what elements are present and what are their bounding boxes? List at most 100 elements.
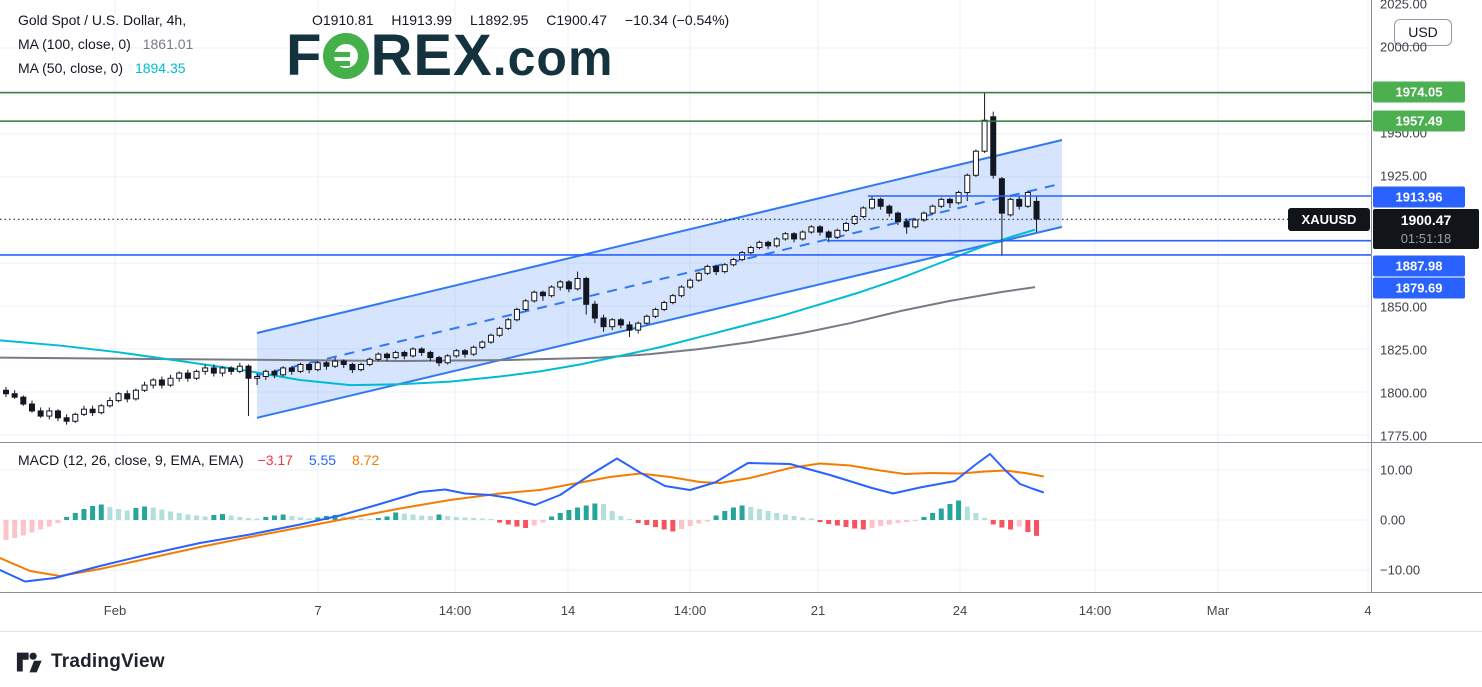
macd-histogram-bar: [514, 520, 520, 527]
macd-histogram-bar: [921, 517, 927, 520]
candle-up: [522, 300, 529, 310]
candle-up: [851, 216, 858, 224]
candle-down: [946, 198, 953, 204]
candle-down: [63, 417, 70, 422]
macd-histogram-bar: [263, 517, 269, 520]
blue-price-level-label: 1887.98: [1373, 255, 1465, 277]
candle-up: [661, 302, 668, 310]
candle-down: [349, 363, 356, 371]
candle-up: [548, 286, 555, 297]
candle-down: [210, 367, 217, 374]
price-tick-label: 1825.00: [1380, 342, 1427, 358]
ma50-legend-row[interactable]: MA (50, close, 0) 1894.35: [18, 56, 743, 80]
candle-down: [1033, 200, 1040, 220]
candle-up: [678, 286, 685, 297]
time-tick-label: Mar: [1206, 603, 1230, 618]
time-axis[interactable]: Feb 7 14:00 14 14:00 21 24 14:00 Mar 4: [0, 593, 1482, 631]
macd-histogram-bar: [410, 514, 416, 520]
candle-down: [384, 353, 391, 359]
macd-histogram-bar: [1034, 520, 1040, 536]
macd-histogram-bar: [384, 516, 390, 520]
ma100-line[interactable]: [0, 286, 1036, 363]
time-tick-label: Feb: [103, 603, 127, 618]
macd-histogram-bar: [419, 515, 425, 520]
candle-up: [487, 334, 494, 343]
candle-down: [184, 372, 191, 379]
candle-up: [132, 389, 139, 400]
candle-up: [834, 229, 841, 238]
candle-up: [920, 212, 927, 221]
candle-down: [591, 303, 598, 319]
candle-down: [565, 281, 572, 290]
macd-histogram-bar: [653, 520, 658, 527]
candle-down: [825, 231, 832, 238]
chart-canvas[interactable]: [0, 0, 1482, 631]
price-tick-label: 2025.00: [1380, 0, 1427, 12]
tradingview-logo[interactable]: TradingView: [16, 648, 165, 676]
channel-mid-line[interactable]: [256, 182, 1063, 377]
price-tick-label: 10.00: [1380, 462, 1413, 478]
watermark-dotcom: .com: [492, 30, 614, 86]
candle-down: [877, 198, 884, 207]
macd-histogram-bar: [627, 519, 633, 520]
parallel-channel-fill[interactable]: [257, 140, 1062, 418]
candle-up: [704, 265, 711, 274]
ma100-legend-row[interactable]: MA (100, close, 0) 1861.01: [18, 32, 743, 56]
macd-histogram-bar: [791, 516, 797, 520]
candle-down: [323, 362, 330, 367]
macd-histogram-bar: [20, 520, 26, 536]
macd-histogram-bar: [765, 511, 771, 520]
legend-title-row[interactable]: Gold Spot / U.S. Dollar, 4h, O1910.81 H1…: [18, 8, 743, 32]
macd-signal-value: 8.72: [351, 452, 380, 468]
candle-up: [972, 150, 979, 176]
price-axis[interactable]: USD 2025.00 2000.00 1950.00 1925.00 1850.00 1…: [1372, 0, 1482, 631]
candle-up: [756, 241, 763, 249]
pane-separator[interactable]: [0, 442, 1482, 443]
candle-up: [912, 219, 919, 228]
candle-down: [765, 241, 772, 247]
watermark-f: F: [286, 23, 323, 88]
channel-lower-line[interactable]: [256, 225, 1063, 419]
macd-histogram-bar: [202, 516, 208, 520]
candle-up: [496, 327, 503, 336]
candle-down: [886, 205, 893, 214]
candle-up: [115, 393, 122, 402]
candle-down: [158, 379, 165, 386]
macd-histogram-bar: [800, 517, 806, 520]
macd-histogram-bar: [696, 520, 702, 524]
macd-legend-row[interactable]: MACD (12, 26, close, 9, EMA, EMA) −3.17 …: [18, 452, 379, 468]
macd-histogram-bar: [72, 513, 78, 520]
macd-histogram-bar: [869, 520, 875, 528]
ma50-value: 1894.35: [134, 60, 186, 76]
channel-upper-line[interactable]: [256, 139, 1063, 334]
macd-histogram-bar: [704, 520, 710, 522]
candle-up: [410, 348, 417, 357]
macd-hist-value: −3.17: [257, 452, 293, 468]
macd-histogram-bar: [523, 520, 529, 528]
macd-histogram-bar: [713, 515, 719, 520]
candle-down: [903, 221, 910, 228]
macd-histogram-bar: [462, 517, 468, 520]
candle-up: [747, 247, 754, 254]
candle-up: [297, 363, 304, 372]
macd-histogram-bar: [1016, 520, 1022, 527]
price-tick-label: −10.00: [1380, 562, 1421, 578]
candle-up: [981, 119, 988, 152]
macd-histogram-bar: [843, 520, 849, 527]
candle-down: [245, 365, 252, 379]
candle-up: [773, 238, 780, 247]
macd-histogram-bar: [609, 511, 615, 520]
macd-histogram-bar: [29, 520, 35, 533]
candle-up: [808, 226, 815, 233]
macd-histogram-bar: [817, 520, 823, 522]
macd-histogram-bar: [150, 507, 156, 520]
candle-down: [271, 370, 278, 376]
currency-toggle-button[interactable]: USD: [1394, 19, 1452, 46]
candle-up: [695, 272, 702, 281]
ohlc-high: H1913.99: [391, 12, 453, 28]
pane-separator[interactable]: [0, 592, 1482, 593]
macd-histogram-bar: [635, 520, 641, 523]
candle-up: [280, 367, 287, 376]
symbol-title[interactable]: Gold Spot / U.S. Dollar, 4h,: [18, 12, 187, 28]
macd-histogram-bar: [116, 509, 122, 520]
